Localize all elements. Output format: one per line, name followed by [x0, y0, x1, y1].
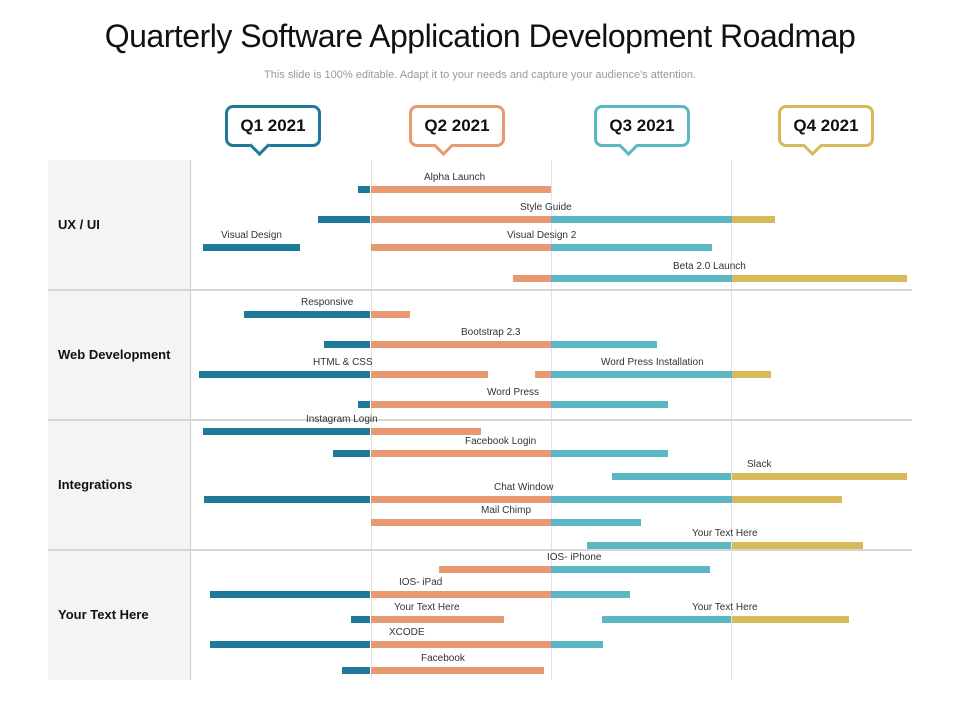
task-bar-segment — [370, 667, 544, 674]
slide-title: Quarterly Software Application Developme… — [104, 18, 856, 54]
task-bar-segment — [551, 244, 712, 251]
quarter-bubble-q4: Q4 2021 — [778, 105, 874, 157]
task-bar-segment — [370, 216, 551, 223]
task-bar-segment — [323, 341, 371, 348]
task-label: XCODE — [389, 627, 425, 638]
group-label-integrations: Integrations — [58, 477, 133, 492]
task-label: IOS- iPhone — [547, 552, 602, 563]
task-bar-segment — [370, 311, 411, 318]
task-bar-segment — [551, 216, 732, 223]
task-bar-segment — [731, 496, 842, 503]
task-label: Style Guide — [520, 202, 572, 213]
group-divider — [48, 289, 912, 291]
task-bar-segment — [370, 341, 551, 348]
bubble-tail-icon — [801, 134, 824, 157]
task-bar-segment — [244, 311, 371, 318]
task-label: Bootstrap 2.3 — [461, 327, 521, 338]
task-bar-segment — [612, 473, 732, 480]
task-label: Your Text Here — [394, 602, 460, 613]
quarter-label: Q4 2021 — [793, 116, 859, 135]
task-bar-segment — [551, 641, 604, 648]
task-label: IOS- iPad — [399, 577, 443, 588]
quarter-label: Q2 2021 — [424, 116, 490, 135]
task-label: Facebook Login — [465, 436, 537, 447]
task-label: Word Press — [487, 387, 540, 398]
task-label: Slack — [747, 459, 772, 470]
task-bar-segment — [439, 566, 551, 573]
slide-subtitle: This slide is 100% editable. Adapt it to… — [264, 69, 696, 81]
group-label-web-development: Web Development — [58, 347, 171, 362]
bubble-tail-icon — [432, 134, 455, 157]
task-bar-segment — [731, 275, 907, 282]
task-label: Word Press Installation — [601, 357, 704, 368]
task-label: Beta 2.0 Launch — [673, 261, 746, 272]
group-label-ux-ui: UX / UI — [58, 217, 100, 232]
task-bar-segment — [199, 371, 371, 378]
task-bar-segment — [370, 519, 551, 526]
quarter-bubble-q2: Q2 2021 — [409, 105, 505, 157]
task-label: Facebook — [421, 653, 465, 664]
task-label: Responsive — [301, 297, 354, 308]
task-label: Instagram Login — [306, 414, 378, 425]
task-bar-segment — [601, 616, 732, 623]
task-label: Your Text Here — [692, 602, 758, 613]
task-label: Mail Chimp — [481, 505, 532, 516]
quarter-bubble-q3: Q3 2021 — [594, 105, 690, 157]
quarter-bubble-q1: Q1 2021 — [225, 105, 321, 157]
task-bar-segment — [370, 186, 551, 193]
task-bar-segment — [551, 450, 669, 457]
quarter-label: Q3 2021 — [609, 116, 675, 135]
task-bar-segment — [370, 641, 551, 648]
task-bar-segment — [202, 428, 371, 435]
task-bar-segment — [350, 616, 371, 623]
task-label: Visual Design — [221, 230, 282, 241]
task-bar-segment — [370, 371, 488, 378]
task-bar-segment — [731, 542, 864, 549]
task-bar-segment — [587, 542, 732, 549]
task-bar-segment — [551, 496, 732, 503]
task-bar-segment — [551, 401, 669, 408]
task-label: Your Text Here — [692, 528, 758, 539]
task-bar-segment — [551, 591, 631, 598]
task-label: Chat Window — [494, 482, 554, 493]
task-bar-segment — [370, 401, 551, 408]
task-bar-segment — [332, 450, 371, 457]
group-divider — [48, 549, 912, 551]
quarter-label: Q1 2021 — [240, 116, 306, 135]
task-bar-segment — [357, 186, 371, 193]
task-bar-segment — [551, 566, 710, 573]
task-bar-segment — [357, 401, 371, 408]
task-bar-segment — [370, 616, 505, 623]
task-bar-segment — [370, 428, 481, 435]
bubble-tail-icon — [617, 134, 640, 157]
task-bar-segment — [370, 244, 551, 251]
task-bar-segment — [209, 641, 371, 648]
task-bar-segment — [318, 216, 371, 223]
group-divider — [48, 419, 912, 421]
task-bar-segment — [731, 473, 907, 480]
task-bar-segment — [551, 275, 732, 282]
task-bar-segment — [370, 450, 551, 457]
task-label: Visual Design 2 — [507, 230, 577, 241]
task-bar-segment — [341, 667, 371, 674]
task-bar-segment — [551, 519, 642, 526]
task-label: HTML & CSS — [313, 357, 373, 368]
task-bar-segment — [202, 244, 301, 251]
task-bar-segment — [731, 216, 775, 223]
task-bar-segment — [731, 371, 772, 378]
task-bar-segment — [551, 341, 658, 348]
task-bar-segment — [731, 616, 849, 623]
task-bar-segment — [370, 496, 551, 503]
bubble-tail-icon — [248, 134, 271, 157]
task-bar-segment — [204, 496, 371, 503]
group-label-your-text-here: Your Text Here — [58, 607, 149, 622]
task-bar-segment — [370, 591, 551, 598]
task-bar-segment — [513, 275, 551, 282]
task-label: Alpha Launch — [424, 172, 486, 183]
task-bar-segment — [534, 371, 551, 378]
task-bar-segment — [551, 371, 732, 378]
task-bar-segment — [209, 591, 371, 598]
